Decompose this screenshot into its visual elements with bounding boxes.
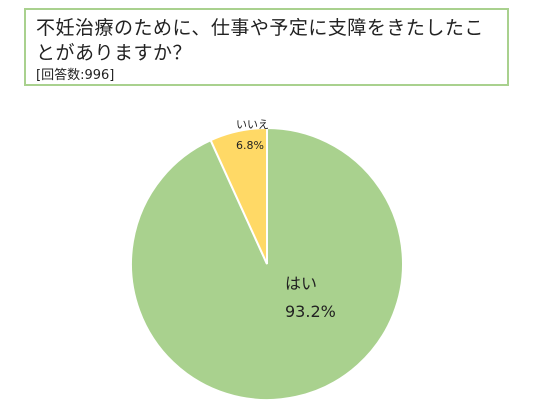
slice-label-yes: はい bbox=[285, 274, 317, 293]
response-count: [回答数:996] bbox=[36, 68, 115, 83]
chart-title: 不妊治療のために、仕事や予定に支障をきたしたことがありますか？ bbox=[36, 17, 484, 64]
slice-value-no: 6.8% bbox=[236, 139, 264, 152]
slice-value-yes: 93.2% bbox=[285, 302, 336, 321]
slice-label-no: いいえ bbox=[236, 118, 269, 131]
pie-slice-no bbox=[209, 126, 268, 265]
question-box: 不妊治療のために、仕事や予定に支障をきたしたことがありますか？ [回答数:996… bbox=[24, 8, 509, 86]
